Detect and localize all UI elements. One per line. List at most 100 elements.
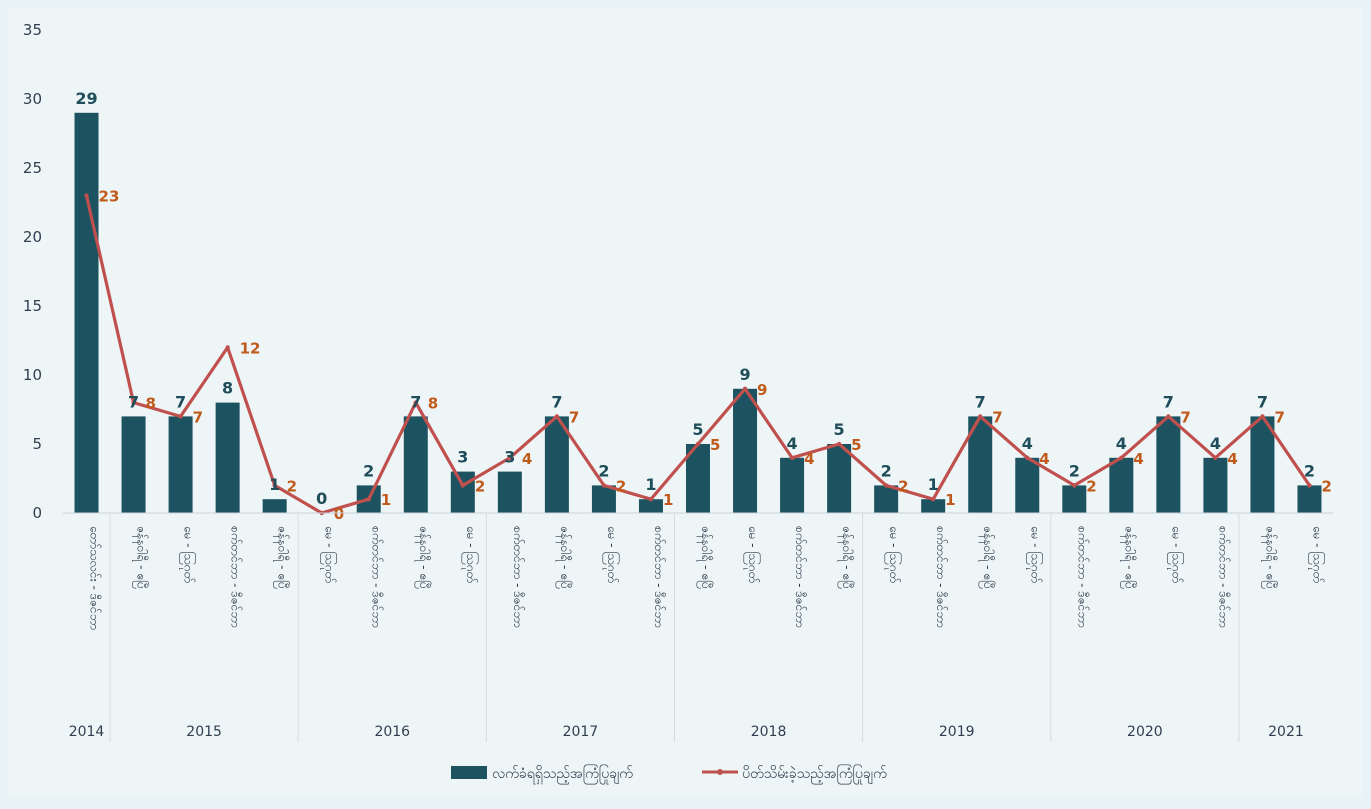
line-value-label: 5 [851,436,861,454]
line-point [1307,483,1312,488]
line-value-label: 7 [193,408,203,426]
category-label: စက်တင်ဘာ - ဒီဇင်ဘာ [511,526,526,628]
line-point [1072,483,1077,488]
line-point [789,455,795,460]
line-point [225,345,230,350]
bar-value-label: 8 [222,379,233,398]
line-value-label: 2 [616,477,626,495]
bar [733,388,758,513]
bar-value-label: 4 [787,434,798,453]
line-point [1260,414,1265,419]
bar [780,457,805,513]
bar-value-label: 4 [1210,434,1221,453]
bar [450,471,475,513]
category-label: ဇန်နဝါရီ - ဧပြီ [978,526,996,589]
bar [544,416,569,513]
y-tick-label: 20 [23,228,42,246]
category-label: မေ - ဩဂုတ် [1025,526,1044,584]
y-tick-label: 25 [23,159,42,177]
bars [74,112,1322,514]
category-label: စက်တင်ဘာ - ဒီဇင်ဘာ [934,526,949,628]
line-value-label: 9 [757,381,767,399]
bar [403,416,428,513]
bar-value-label: 4 [1116,434,1127,453]
bar-value-label: 3 [504,448,515,467]
year-label: 2021 [1268,724,1304,740]
legend-bar-swatch [451,766,487,779]
line-value-label: 23 [99,188,120,206]
line-point [131,400,136,405]
bar-value-label: 4 [1022,434,1033,453]
year-label: 2018 [751,724,787,740]
category-label: ဇန်နဝါရီ - ဧပြီ [414,526,432,589]
category-label: စက်တင်ဘာ - ဒီဇင်ဘာ [793,526,808,628]
bar-value-label: 7 [175,392,186,411]
line-value-label: 4 [522,450,532,468]
legend-line-label: ပိတ်သိမ်းခဲ့သည့်အကြံပြုချက် [742,765,887,784]
line-value-label: 4 [1227,450,1237,468]
category-label: ဇန်နဝါရီ - ဧပြီ [1260,526,1278,589]
line-value-label: 1 [381,491,391,509]
line-point [648,497,654,502]
bar [168,416,193,513]
category-label: ဇန်နဝါရီ - ဧပြီ [555,526,573,589]
line-point [1166,414,1171,419]
bar [497,471,522,513]
line-value-label: 12 [240,339,261,357]
bar [1062,485,1087,513]
year-label: 2017 [563,724,599,740]
bar [74,112,99,514]
category-label: စက်တင်ဘာ - ဒီဇင်ဘာ [370,526,385,628]
category-label: မေ - ဩဂုတ် [1166,526,1185,584]
category-label: မေ - ဩဂုတ် [179,526,198,584]
category-label: မေ - ဩဂုတ် [461,526,480,584]
category-label: ဇန်နဝါရီ - ဧပြီ [1119,526,1137,589]
line-point [883,483,889,488]
legend: လက်ခံရရှိသည့်အကြံပြုချက် ပိတ်သိမ်းခဲ့သည့်… [451,765,887,784]
line-value-label: 0 [334,505,344,523]
bar-value-label: 2 [363,461,374,480]
bar-value-label: 5 [692,420,703,439]
line-value-label: 7 [1274,408,1284,426]
line-point [413,400,418,405]
bar-value-label: 7 [410,392,421,411]
bar [215,402,240,513]
line-value-label: 8 [428,395,438,413]
line-value-label: 8 [146,395,156,413]
line-value-label: 2 [1321,477,1331,495]
line-value-label: 2 [287,477,297,495]
line-value-label: 4 [1133,450,1143,468]
bar [1203,457,1228,513]
year-label: 2015 [186,724,222,740]
legend-line-marker [717,769,723,775]
line-value-label: 4 [804,450,814,468]
category-labels: တော်သလင်း - ဒီဇင်ဘာ ဇန်နဝါရီ - ဧပြီ မေ - ဩ… [88,526,1327,630]
line-value-label: 1 [945,491,955,509]
bar-value-label: 1 [645,475,656,494]
category-label: မေ - ဩဂုတ် [1307,526,1326,584]
category-label: စက်တင်ဘာ - ဒီဇင်ဘာ [1075,526,1090,628]
bar-value-label: 0 [316,489,327,508]
line-point [272,483,277,488]
y-tick-label: 35 [23,21,42,39]
bar-value-label: 7 [128,392,139,411]
line-series [84,193,1312,516]
line-point [554,414,560,419]
bar-value-label: 29 [75,89,97,108]
bar [874,485,899,513]
category-label: မေ - ဩဂုတ် [320,526,339,584]
line-point [742,386,748,391]
bar [1297,485,1322,513]
bar-value-label: 2 [881,461,892,480]
bar [1015,457,1040,513]
bar-value-label: 7 [975,392,986,411]
bar-value-label: 2 [1069,461,1080,480]
line-point [978,414,983,419]
legend-bar-label: လက်ခံရရှိသည့်အကြံပြုချက် [492,765,633,784]
bar [638,499,663,513]
category-label: ဇန်နဝါရီ - ဧပြီ [132,526,150,589]
